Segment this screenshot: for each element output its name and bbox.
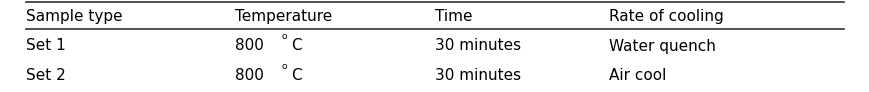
Text: C: C — [291, 68, 302, 83]
Text: Temperature: Temperature — [235, 9, 332, 24]
Text: Air cool: Air cool — [608, 68, 666, 83]
Text: Set 2: Set 2 — [26, 68, 66, 83]
Text: Rate of cooling: Rate of cooling — [608, 9, 723, 24]
Text: o: o — [281, 32, 286, 41]
Text: Set 1: Set 1 — [26, 38, 66, 54]
Text: C: C — [291, 38, 302, 54]
Text: o: o — [281, 62, 286, 71]
Text: Sample type: Sample type — [26, 9, 123, 24]
Text: 800: 800 — [235, 38, 269, 54]
Text: Water quench: Water quench — [608, 38, 715, 54]
Text: 30 minutes: 30 minutes — [434, 38, 521, 54]
Text: 800: 800 — [235, 68, 269, 83]
Text: Time: Time — [434, 9, 472, 24]
Text: 30 minutes: 30 minutes — [434, 68, 521, 83]
